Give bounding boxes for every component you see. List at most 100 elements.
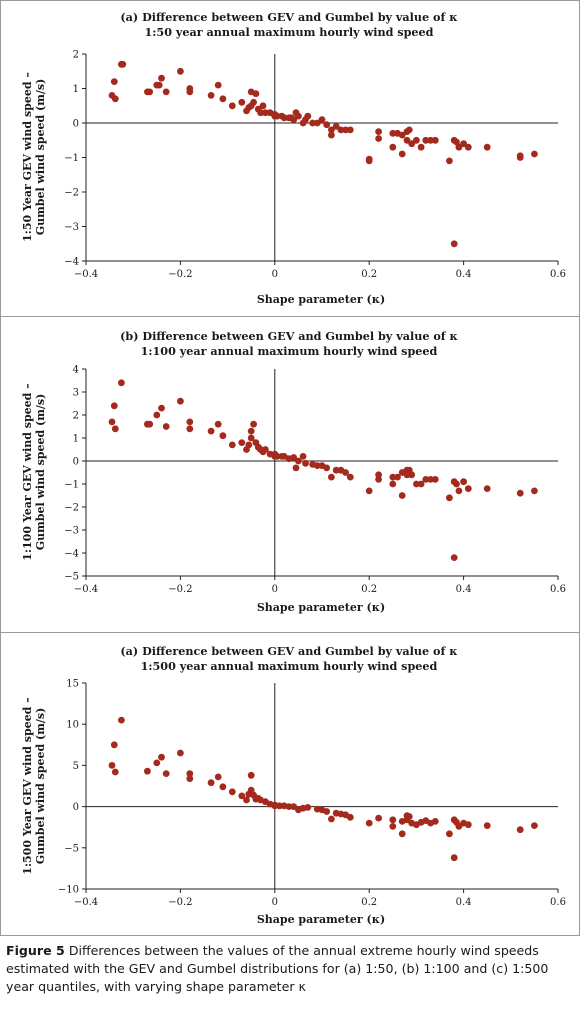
data-point: [464, 821, 472, 829]
y-tick-label: −3: [64, 222, 79, 233]
data-point: [328, 131, 335, 139]
data-point: [446, 830, 453, 838]
data-point: [455, 143, 463, 151]
data-point: [318, 116, 326, 123]
data-point: [516, 489, 524, 497]
data-point: [408, 140, 416, 148]
y-tick-label: 0: [73, 119, 79, 130]
data-point: [276, 802, 283, 810]
y-tick-label: −4: [64, 549, 79, 560]
y-tick-label: 0: [73, 457, 79, 468]
y-tick-label: −5: [64, 572, 79, 583]
y-axis-label-line1: 1:100 Year GEV wind speed –: [21, 383, 34, 560]
x-axis-label: Shape parameter (κ): [257, 601, 385, 614]
data-point: [247, 771, 255, 779]
data-point: [238, 792, 246, 800]
data-point: [111, 95, 119, 103]
data-point: [110, 78, 118, 85]
data-point: [403, 136, 411, 144]
data-point: [304, 804, 312, 811]
y-tick-label: −2: [64, 188, 79, 199]
data-point: [252, 90, 260, 98]
data-point: [146, 88, 154, 96]
y-axis-label-line2: Gumbel wind speed (m/s): [34, 394, 47, 551]
y-tick-label: −1: [64, 480, 79, 491]
data-point: [483, 143, 491, 151]
data-point: [302, 459, 309, 467]
data-point: [531, 487, 538, 495]
chart-subtitle: 1:50 year annual maximum hourly wind spe…: [145, 25, 434, 39]
data-point: [158, 753, 165, 761]
data-point: [389, 823, 397, 830]
data-point: [389, 143, 397, 151]
data-point: [245, 441, 253, 449]
data-point: [417, 480, 425, 488]
data-point: [295, 457, 302, 465]
x-tick-label: 0.6: [550, 584, 566, 595]
y-tick-label: 0: [73, 802, 79, 813]
data-point: [323, 808, 331, 815]
data-point: [214, 420, 222, 428]
data-point: [389, 480, 397, 488]
data-point: [389, 129, 397, 137]
data-point: [295, 112, 302, 120]
chart-svg: (b) Difference between GEV and Gumbel by…: [21, 329, 566, 614]
plot-area: −10 −5 0 5 10 15 −0.4 −0.2 0 0.2 0.4 0.6: [58, 679, 566, 909]
data-point: [328, 126, 335, 134]
data-point: [186, 770, 194, 777]
data-point: [328, 815, 335, 823]
x-tick-label: 0.4: [456, 269, 472, 280]
x-tick-label: −0.2: [168, 897, 192, 908]
data-point: [285, 803, 293, 810]
chart-subtitle: 1:100 year annual maximum hourly wind sp…: [141, 344, 438, 358]
data-point: [153, 759, 161, 767]
data-point: [405, 813, 413, 820]
y-tick-label: −10: [58, 885, 79, 896]
data-point: [531, 822, 538, 829]
data-point: [247, 434, 255, 442]
data-point: [346, 813, 354, 821]
data-point: [247, 427, 255, 435]
data-point: [177, 749, 184, 757]
figure-label: Figure 5: [6, 943, 65, 958]
chart-svg: (a) Difference between GEV and Gumbel by…: [21, 644, 566, 926]
data-point: [243, 796, 250, 804]
data-point: [365, 487, 373, 495]
x-tick-label: −0.2: [168, 269, 192, 280]
chart-subtitle: 1:500 year annual maximum hourly wind sp…: [141, 659, 438, 673]
x-tick-label: 0.2: [361, 897, 377, 908]
x-tick-label: 0.6: [550, 269, 566, 280]
x-tick-label: −0.4: [74, 584, 98, 595]
data-point: [342, 126, 349, 134]
data-point: [342, 469, 349, 476]
data-point: [389, 473, 397, 481]
chart-panel-b-100yr: (b) Difference between GEV and Gumbel by…: [0, 316, 580, 633]
data-point: [207, 779, 215, 787]
data-point: [250, 420, 257, 428]
x-tick-label: −0.4: [74, 897, 98, 908]
data-point: [431, 136, 439, 144]
data-point: [365, 819, 373, 827]
data-point: [375, 128, 382, 135]
data-point: [162, 88, 170, 96]
data-point: [108, 762, 116, 769]
figure-caption-text: Differences between the values of the an…: [6, 943, 549, 994]
data-point: [375, 476, 382, 483]
x-tick-label: 0.4: [456, 897, 472, 908]
data-point: [398, 131, 406, 139]
y-tick-label: 2: [73, 50, 79, 61]
y-axis-label-line1: 1:50 Year GEV wind speed –: [21, 72, 34, 242]
data-point: [250, 98, 257, 106]
y-axis-label-line2: Gumbel wind speed (m/s): [34, 708, 47, 865]
data-point: [162, 770, 170, 777]
data-point: [259, 102, 267, 110]
data-point: [375, 135, 382, 142]
plot-area: −5 −4 −3 −2 −1 0 1 2 3 4 −0.4 −0.2 0 0.2 0.4 0.6: [64, 365, 566, 596]
data-point: [332, 466, 340, 474]
data-point: [162, 423, 170, 430]
data-point: [516, 154, 524, 161]
data-point: [111, 768, 119, 776]
x-tick-label: 0: [272, 897, 278, 908]
data-point: [417, 143, 425, 151]
data-point: [346, 126, 354, 134]
